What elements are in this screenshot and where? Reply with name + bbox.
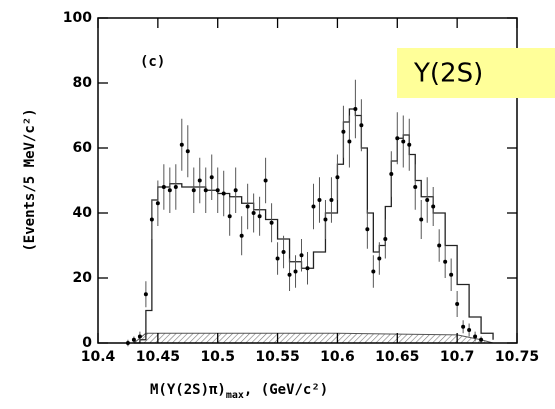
data-point: [413, 185, 418, 189]
data-point: [263, 178, 268, 183]
data-point: [347, 139, 352, 144]
data-point: [311, 204, 316, 209]
x-tick-label: 10.6: [320, 349, 355, 365]
y-tick-label: 0: [82, 335, 92, 351]
data-point: [293, 269, 298, 274]
data-point: [299, 253, 304, 258]
data-point: [359, 123, 364, 128]
y-axis-label: (Events/5 MeV/c²): [22, 108, 38, 251]
data-point: [407, 142, 412, 147]
data-point: [305, 266, 310, 271]
y-tick-label: 100: [63, 10, 92, 26]
data-point: [221, 191, 226, 196]
data-point: [167, 188, 172, 193]
data-point: [149, 217, 154, 222]
callout-text: Y(2S): [413, 59, 483, 89]
data-point: [473, 334, 478, 339]
x-label-sub: max: [226, 390, 244, 401]
data-point: [455, 302, 460, 306]
data-point: [137, 334, 142, 339]
data-point: [395, 136, 400, 141]
data-point: [449, 272, 454, 277]
data-point: [233, 188, 238, 193]
data-point: [281, 250, 286, 254]
x-axis-label: M(Y(2S)π)max, (GeV/c²): [150, 382, 328, 401]
data-point: [389, 172, 394, 176]
data-point: [467, 328, 472, 332]
data-point: [161, 185, 166, 189]
data-point: [341, 129, 346, 134]
data-point: [275, 256, 280, 261]
data-point: [257, 214, 262, 219]
callout-box: [397, 48, 555, 98]
data-point: [377, 256, 382, 261]
data-point: [191, 188, 196, 193]
data-point: [197, 178, 202, 183]
plot-frame: [97, 17, 518, 344]
y-tick-label: 60: [73, 140, 93, 156]
data-point: [371, 269, 376, 274]
background-area: [132, 332, 494, 344]
data-point: [203, 188, 208, 193]
data-point: [479, 337, 484, 342]
data-point: [443, 259, 448, 264]
data-point: [179, 142, 184, 147]
data-point: [401, 139, 406, 144]
y-tick-label: 80: [73, 75, 93, 91]
data-point: [353, 107, 358, 111]
data-point: [185, 149, 190, 154]
panel-label: (c): [140, 54, 165, 70]
data-point: [143, 292, 148, 297]
data-point: [155, 201, 160, 206]
x-tick-label: 10.4: [81, 349, 116, 365]
data-point: [239, 233, 244, 238]
data-point: [287, 272, 292, 277]
x-label-main: M(Y(2S)π): [150, 382, 226, 398]
data-point: [251, 211, 256, 215]
data-point: [437, 243, 442, 248]
data-point: [431, 204, 436, 209]
x-tick-label: 10.7: [440, 349, 475, 365]
data-point: [245, 204, 250, 209]
data-point: [461, 324, 466, 329]
x-tick-label: 10.65: [375, 349, 419, 365]
data-point: [329, 198, 334, 202]
data-point: [323, 217, 328, 222]
x-tick-label: 10.75: [495, 349, 539, 365]
x-tick-label: 10.45: [136, 349, 180, 365]
data-point: [335, 175, 340, 180]
y-tick-label: 40: [73, 205, 93, 221]
data-point: [269, 220, 274, 225]
data-point: [383, 237, 388, 241]
data-point: [131, 337, 136, 342]
data-point: [227, 214, 232, 219]
data-point: [317, 198, 322, 202]
data-point: [365, 227, 370, 232]
x-label-unit: , (GeV/c²): [244, 382, 328, 398]
data-point: [419, 217, 424, 222]
y-tick-label: 20: [73, 270, 93, 286]
x-tick-label: 10.55: [255, 349, 299, 365]
data-point: [209, 175, 214, 180]
data-point: [425, 198, 430, 202]
x-tick-label: 10.5: [200, 349, 235, 365]
data-point: [173, 185, 178, 189]
data-point: [215, 188, 220, 193]
